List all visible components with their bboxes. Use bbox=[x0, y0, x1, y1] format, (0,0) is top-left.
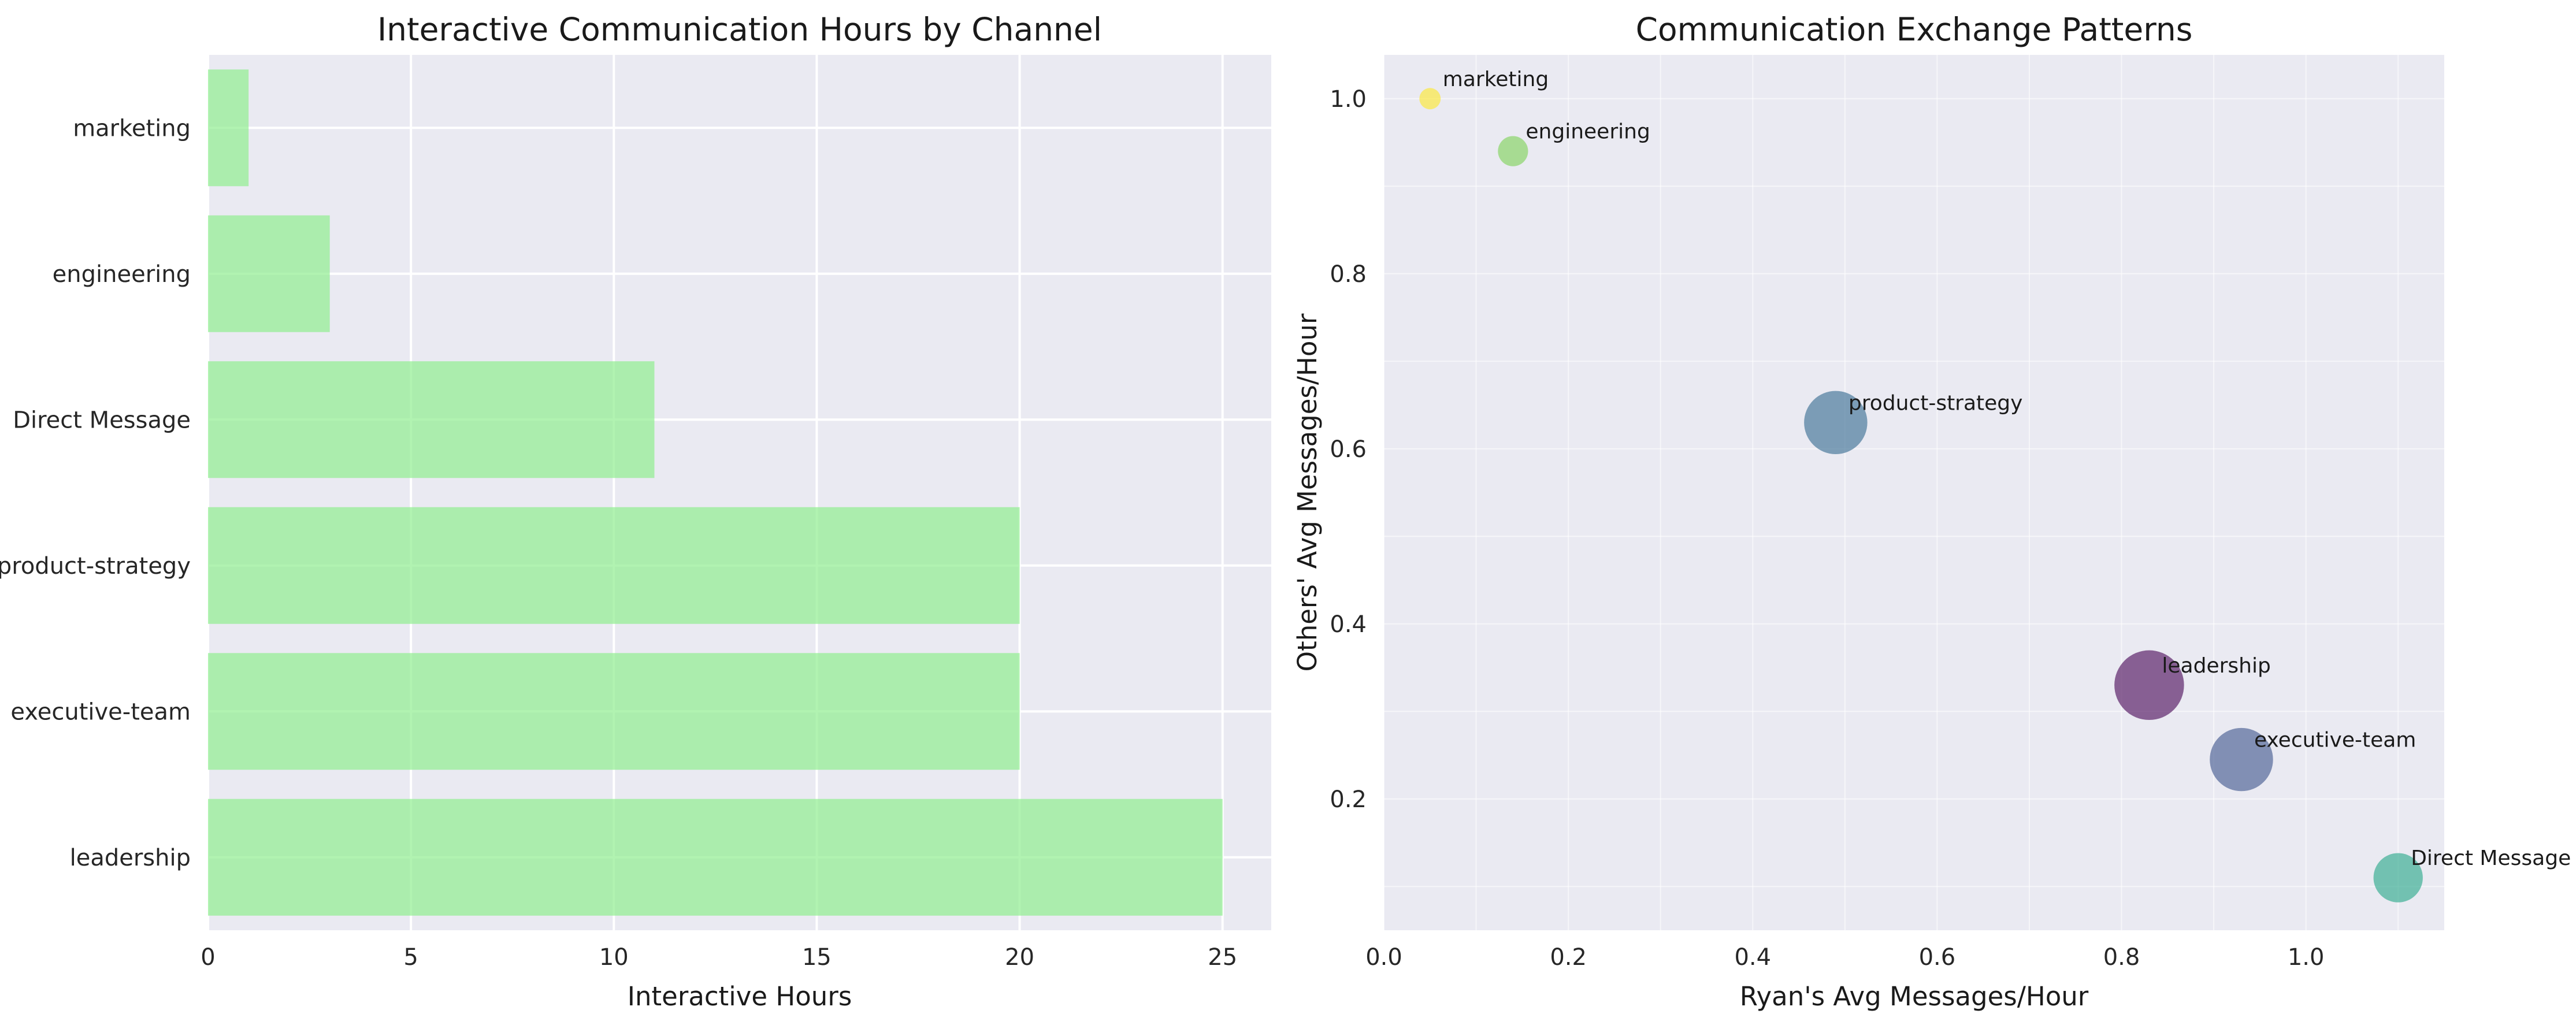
bar-leadership bbox=[208, 799, 1223, 916]
y-tick-label-direct-message: Direct Message bbox=[13, 407, 191, 433]
y-tick-label-marketing: marketing bbox=[73, 115, 191, 142]
point-label-product-strategy: product-strategy bbox=[1849, 391, 2023, 415]
bar-direct-message bbox=[208, 361, 655, 478]
point-product-strategy bbox=[1804, 391, 1868, 455]
x-tick-label: 5 bbox=[403, 944, 418, 971]
x-tick-label: 15 bbox=[802, 944, 832, 971]
plot-area bbox=[208, 55, 1271, 930]
y-tick-label-executive-team: executive-team bbox=[10, 699, 191, 725]
x-tick-label: 1.0 bbox=[2288, 944, 2325, 971]
y-tick-label-product-strategy: product-strategy bbox=[0, 553, 191, 580]
y-tick-label: 0.2 bbox=[1330, 786, 1367, 813]
x-tick-label: 0.0 bbox=[1365, 944, 1402, 971]
x-tick-label: 0.6 bbox=[1919, 944, 1956, 971]
scatter-chart: marketing engineering product-strategy lead… bbox=[1292, 11, 2571, 1012]
x-tick-label: 0.2 bbox=[1550, 944, 1587, 971]
chart-title: Interactive Communication Hours by Chann… bbox=[377, 11, 1102, 48]
x-axis-label: Interactive Hours bbox=[628, 981, 852, 1012]
y-tick-label: 0.8 bbox=[1330, 261, 1367, 288]
plot-area bbox=[1384, 55, 2444, 930]
bar-chart: marketing engineering Direct Message produc… bbox=[0, 11, 1271, 1012]
x-tick-label: 0 bbox=[201, 944, 215, 971]
x-axis-label: Ryan's Avg Messages/Hour bbox=[1740, 981, 2089, 1012]
point-engineering bbox=[1498, 136, 1528, 166]
y-tick-label: 0.6 bbox=[1330, 436, 1367, 463]
bar-executive-team bbox=[208, 653, 1020, 770]
y-tick-label: 0.4 bbox=[1330, 611, 1367, 638]
point-executive-team bbox=[2210, 727, 2273, 792]
point-label-executive-team: executive-team bbox=[2254, 729, 2416, 752]
y-tick-label: 1.0 bbox=[1330, 86, 1367, 113]
bar-product-strategy bbox=[208, 507, 1020, 624]
y-tick-label-engineering: engineering bbox=[53, 261, 191, 288]
point-label-marketing: marketing bbox=[1443, 68, 1549, 91]
x-tick-label: 20 bbox=[1005, 944, 1034, 971]
x-tick-label: 0.4 bbox=[1734, 944, 1771, 971]
point-leadership bbox=[2114, 650, 2184, 721]
point-label-direct-message: Direct Message bbox=[2411, 846, 2571, 870]
point-label-leadership: leadership bbox=[2162, 654, 2270, 678]
y-axis-label: Others' Avg Messages/Hour bbox=[1292, 313, 1323, 671]
bar-marketing bbox=[208, 69, 249, 187]
bar-engineering bbox=[208, 215, 330, 332]
point-marketing bbox=[1419, 88, 1441, 110]
x-tick-label: 0.8 bbox=[2103, 944, 2140, 971]
x-tick-label: 25 bbox=[1208, 944, 1237, 971]
point-label-engineering: engineering bbox=[1525, 120, 1650, 144]
point-direct-message bbox=[2373, 853, 2423, 903]
y-tick-label-leadership: leadership bbox=[70, 845, 191, 871]
chart-title: Communication Exchange Patterns bbox=[1636, 11, 2193, 48]
x-tick-label: 10 bbox=[599, 944, 629, 971]
